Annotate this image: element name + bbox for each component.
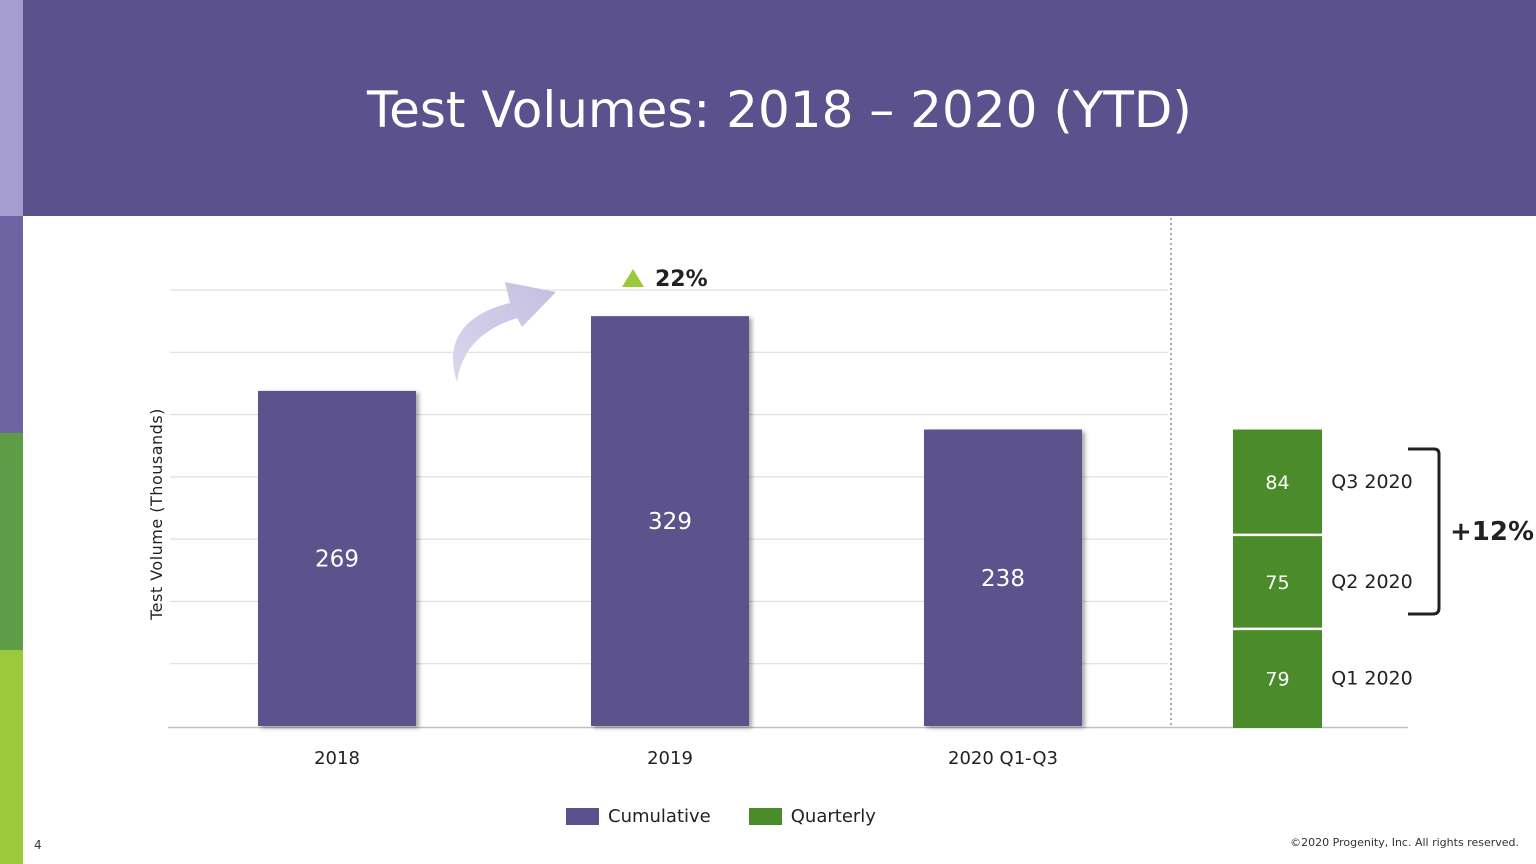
bracket-icon xyxy=(1408,447,1441,616)
bar-cumulative xyxy=(591,316,749,726)
sidebar-stripe-lime xyxy=(0,650,23,864)
page-number: 4 xyxy=(34,838,42,852)
x-tick-label: 2020 Q1-Q3 xyxy=(948,748,1058,769)
bar-value-label: 269 xyxy=(315,546,359,572)
growth-arrow-icon xyxy=(453,282,556,382)
title-banner xyxy=(23,0,1536,216)
bar-quarterly-segment xyxy=(1233,534,1322,629)
segment-category-label: Q2 2020 xyxy=(1331,571,1412,593)
bar-quarterly-segment xyxy=(1233,429,1322,535)
segment-value-label: 75 xyxy=(1265,572,1289,594)
sidebar-stripe-green xyxy=(0,433,23,650)
x-tick-label: 2019 xyxy=(647,748,693,769)
legend-swatch-quarterly xyxy=(748,808,782,825)
sidebar-stripe-purple xyxy=(0,216,23,433)
segment-value-label: 79 xyxy=(1265,668,1289,690)
growth-annotation: 22% xyxy=(655,267,708,292)
slide-title: Test Volumes: 2018 – 2020 (YTD) xyxy=(367,81,1192,139)
quarterly-growth-annotation: +12% xyxy=(1450,517,1534,547)
segment-category-label: Q3 2020 xyxy=(1331,471,1412,493)
x-tick-label: 2018 xyxy=(314,748,360,769)
chart-legend: Cumulative Quarterly xyxy=(566,806,914,827)
bar-value-label: 238 xyxy=(981,566,1025,592)
copyright-footer: ©2020 Progenity, Inc. All rights reserve… xyxy=(1290,836,1519,849)
legend-swatch-cumulative xyxy=(566,808,599,825)
sidebar-stripe-lavender xyxy=(0,0,23,216)
bar-quarterly-segment xyxy=(1233,628,1322,728)
legend-item-quarterly: Quarterly xyxy=(748,806,876,827)
bar-value-label: 329 xyxy=(648,509,692,535)
bar-cumulative xyxy=(924,429,1082,726)
legend-label-quarterly: Quarterly xyxy=(790,806,876,827)
segment-category-label: Q1 2020 xyxy=(1331,667,1412,689)
segment-value-label: 84 xyxy=(1265,472,1289,494)
y-axis-label: Test Volume (Thousands) xyxy=(147,408,166,621)
legend-item-cumulative: Cumulative xyxy=(566,806,711,827)
legend-label-cumulative: Cumulative xyxy=(608,806,711,827)
triangle-up-icon xyxy=(622,269,644,287)
bar-cumulative xyxy=(258,390,416,726)
